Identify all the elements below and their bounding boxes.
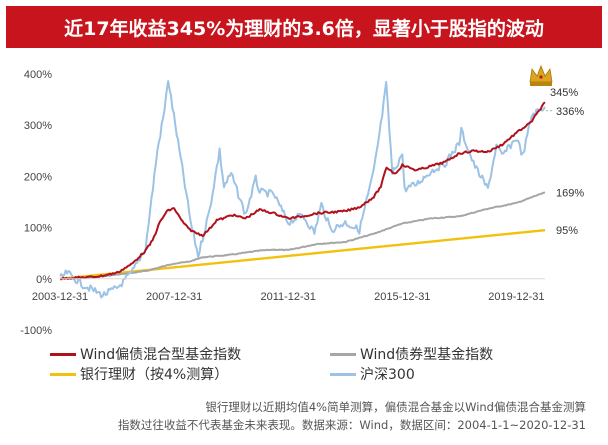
series-line bbox=[59, 229, 546, 280]
legend-label: 沪深300 bbox=[360, 367, 415, 383]
y-tick-label: -100% bbox=[20, 325, 52, 337]
legend-label: Wind债券型基金指数 bbox=[360, 347, 494, 363]
x-tick-label: 2003-12-31 bbox=[32, 291, 88, 303]
series-line bbox=[59, 80, 546, 299]
legend-swatch bbox=[330, 372, 356, 376]
footnote-line-1: 银行理财以近期均值4%简单测算，偏债混合基金以Wind偏债混合基金测算 bbox=[205, 400, 586, 414]
y-tick-label: 400% bbox=[24, 69, 52, 81]
series-line bbox=[59, 101, 546, 281]
footnote: 银行理财以近期均值4%简单测算，偏债混合基金以Wind偏债混合基金测算 指数过往… bbox=[118, 398, 586, 434]
legend: Wind偏债混合型基金指数 Wind债券型基金指数 银行理财（按4%测算） 沪深… bbox=[40, 342, 600, 384]
line-chart: 400% 300% 200% 100% 0% -100% 2003-12-31 2007-1… bbox=[20, 64, 584, 337]
series-end-label: 345% bbox=[550, 87, 578, 99]
series-end-label: 169% bbox=[556, 187, 584, 199]
x-tick-label: 2007-12-31 bbox=[146, 291, 202, 303]
series-end-label: 336% bbox=[556, 106, 584, 118]
legend-item-csi300: 沪深300 bbox=[330, 364, 415, 384]
crown-icon bbox=[529, 64, 553, 86]
legend-label: 银行理财（按4%测算） bbox=[80, 367, 229, 383]
legend-item-hybrid-bond: Wind偏债混合型基金指数 bbox=[50, 344, 241, 364]
series-end-label: 95% bbox=[556, 225, 578, 237]
legend-swatch bbox=[50, 372, 76, 376]
x-tick-label: 2015-12-31 bbox=[374, 291, 430, 303]
legend-item-bond-fund: Wind债券型基金指数 bbox=[330, 344, 493, 364]
legend-item-bank-wealth: 银行理财（按4%测算） bbox=[50, 364, 228, 384]
x-tick-label: 2011-12-31 bbox=[260, 291, 315, 303]
legend-swatch bbox=[330, 352, 356, 356]
y-tick-label: 100% bbox=[24, 223, 52, 235]
title-banner: 近17年收益345%为理财的3.6倍，显著小于股指的波动 bbox=[6, 6, 602, 48]
y-tick-label: 300% bbox=[24, 120, 52, 132]
x-tick-label: 2019-12-31 bbox=[488, 291, 544, 303]
y-tick-label: 0% bbox=[36, 274, 52, 286]
legend-label: Wind偏债混合型基金指数 bbox=[80, 347, 242, 363]
footnote-line-2: 指数过往收益不代表基金未来表现。数据来源：Wind，数据区间：2004-1-1~… bbox=[117, 418, 586, 432]
series-line bbox=[60, 191, 546, 280]
chart-title: 近17年收益345%为理财的3.6倍，显著小于股指的波动 bbox=[64, 17, 544, 40]
legend-swatch bbox=[50, 352, 76, 356]
y-tick-label: 200% bbox=[24, 171, 52, 183]
